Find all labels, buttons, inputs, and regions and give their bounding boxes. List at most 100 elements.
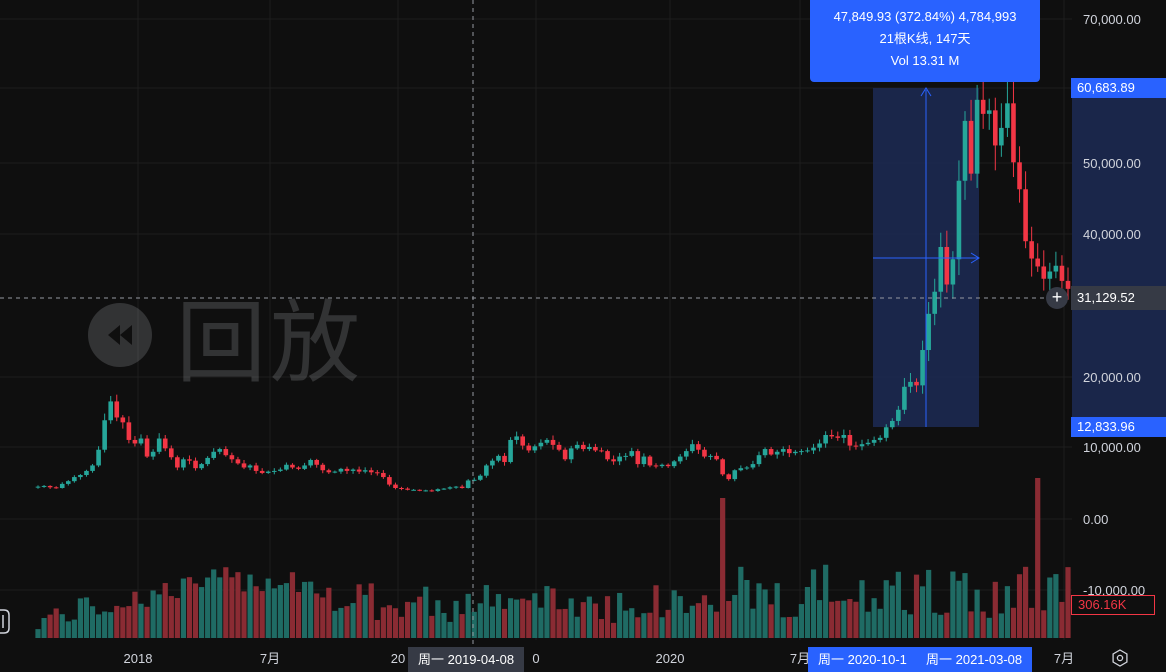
- volume-bar: [217, 577, 223, 638]
- volume-bar: [471, 611, 477, 638]
- volume-bar: [847, 599, 853, 638]
- candle-body: [750, 464, 756, 468]
- candle-body: [320, 464, 326, 471]
- candle-body: [162, 438, 168, 449]
- volume-bar: [507, 598, 514, 638]
- candle-body: [793, 451, 798, 454]
- candle-body: [181, 459, 186, 468]
- volume-bar: [489, 606, 496, 638]
- volume-bar: [629, 608, 635, 638]
- candle-body: [902, 386, 907, 410]
- volume-bar: [647, 612, 653, 638]
- volume-bar: [344, 606, 350, 638]
- volume-bar: [980, 611, 986, 638]
- volume-bar: [465, 593, 471, 638]
- volume-bar: [514, 599, 520, 638]
- volume-bar: [271, 588, 277, 638]
- candle-body: [986, 110, 992, 114]
- candle-body: [96, 449, 101, 466]
- volume-bar: [762, 589, 768, 638]
- volume-bar: [162, 583, 168, 638]
- candle-body: [484, 465, 489, 476]
- volume-bar: [41, 618, 47, 638]
- volume-bar: [592, 603, 599, 638]
- candle-body: [762, 449, 768, 456]
- candle-body: [780, 449, 786, 452]
- candle-body: [665, 464, 671, 467]
- volume-bar: [211, 569, 217, 638]
- candle-body: [411, 489, 416, 491]
- candle-body: [405, 488, 410, 490]
- candle-body: [593, 447, 598, 451]
- candle-body: [490, 460, 495, 466]
- y-tick-label: 0.00: [1083, 512, 1108, 527]
- candle-body: [950, 259, 956, 285]
- measure-right-arrow: [970, 252, 980, 264]
- candle-body: [805, 450, 810, 452]
- volume-bar: [247, 574, 253, 638]
- candle-body: [908, 381, 913, 387]
- volume-bar: [241, 591, 247, 638]
- drawing-tool-icon[interactable]: [0, 606, 10, 636]
- candle-body: [1035, 258, 1041, 267]
- volume-bar: [732, 594, 738, 638]
- volume-bar: [423, 586, 429, 638]
- candle-body: [847, 435, 853, 446]
- volume-bar: [907, 614, 914, 638]
- candle-body: [477, 475, 483, 480]
- candle-body: [889, 420, 895, 428]
- axis-range-band: [1072, 88, 1166, 427]
- volume-bar: [568, 598, 574, 638]
- volume-bar: [501, 608, 508, 638]
- candle-body: [708, 455, 713, 457]
- candle-body: [974, 99, 980, 174]
- candle-body: [877, 437, 883, 440]
- volume-bar: [992, 581, 998, 638]
- candle-body: [290, 464, 295, 468]
- candle-body: [926, 313, 931, 351]
- candle-body: [1011, 103, 1016, 163]
- volume-bar: [550, 588, 556, 638]
- volume-bar: [289, 572, 296, 638]
- volume-bar: [683, 612, 689, 638]
- candle-body: [368, 470, 374, 473]
- volume-bar: [774, 583, 780, 638]
- candle-body: [859, 444, 865, 447]
- volume-bar: [308, 581, 314, 638]
- candle-body: [326, 470, 332, 473]
- volume-bar: [1053, 574, 1059, 638]
- y-tick-label: 70,000.00: [1083, 12, 1141, 27]
- candle-body: [526, 445, 532, 451]
- settings-gear-icon[interactable]: [1110, 648, 1130, 668]
- candle-body: [168, 448, 174, 458]
- candle-body: [514, 436, 519, 440]
- volume-bar: [586, 596, 592, 638]
- candle-body: [308, 459, 313, 466]
- volume-bar: [562, 608, 568, 638]
- volume-bar: [998, 613, 1004, 638]
- volume-bar: [477, 603, 483, 638]
- candle-body: [271, 470, 277, 472]
- volume-bar: [1035, 478, 1041, 638]
- volume-bar: [150, 590, 156, 638]
- volume-bar: [974, 589, 980, 638]
- candle-body: [617, 456, 622, 462]
- volume-bar: [338, 607, 344, 638]
- volume-bar: [368, 583, 374, 638]
- volume-bar: [1029, 607, 1035, 638]
- candle-body: [1053, 265, 1059, 272]
- candle-body: [799, 451, 804, 453]
- candle-body: [653, 465, 659, 467]
- volume-bar: [126, 606, 132, 638]
- candle-body: [696, 444, 701, 450]
- candle-body: [338, 468, 344, 472]
- add-alert-plus-icon[interactable]: +: [1046, 287, 1068, 309]
- volume-bar: [265, 578, 271, 638]
- range-end-date-tag: 周一 2021-03-08: [916, 647, 1033, 672]
- candle-body: [956, 180, 962, 260]
- volume-bar: [641, 613, 647, 638]
- volume-bar: [374, 619, 380, 638]
- volume-bar: [544, 586, 550, 638]
- x-tick-label: 2020: [656, 651, 685, 666]
